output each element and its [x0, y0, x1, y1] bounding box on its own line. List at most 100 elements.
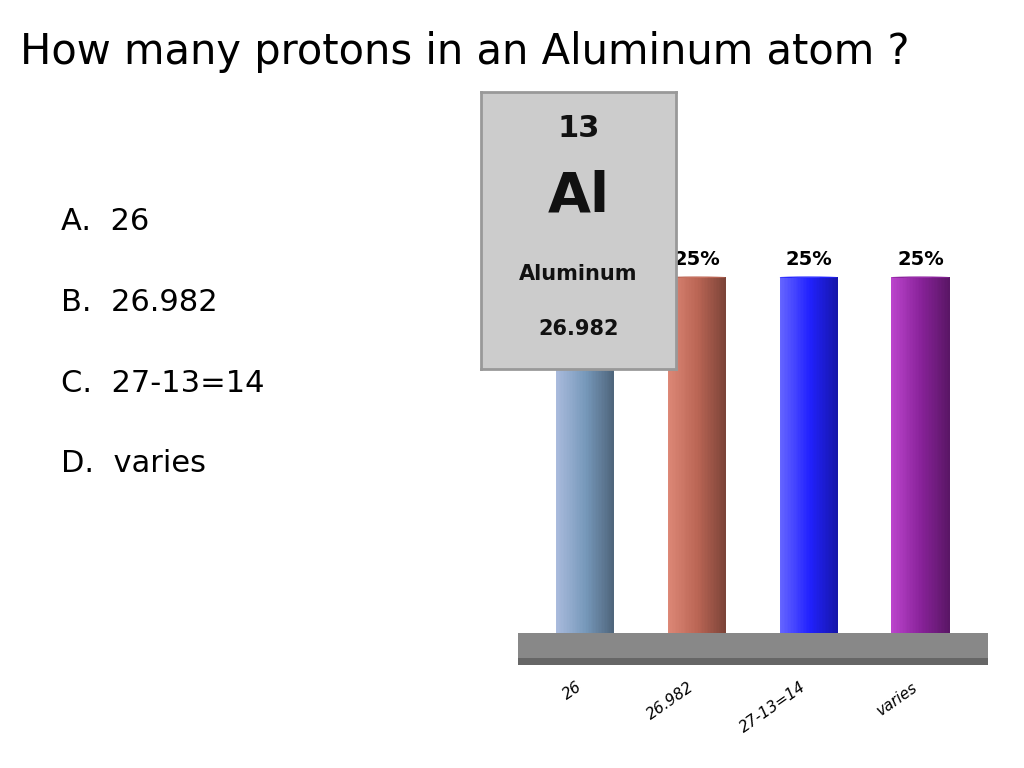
Bar — [682, 277, 684, 633]
Bar — [804, 277, 806, 633]
Bar — [684, 277, 685, 633]
Bar — [568, 277, 570, 633]
Bar — [571, 277, 573, 633]
Bar — [797, 277, 799, 633]
Bar — [556, 277, 557, 633]
Bar — [698, 277, 699, 633]
Bar — [792, 277, 793, 633]
Bar — [676, 277, 678, 633]
Bar — [914, 277, 916, 633]
Bar — [681, 277, 682, 633]
Bar — [893, 277, 895, 633]
Ellipse shape — [792, 277, 820, 278]
Bar — [612, 277, 614, 633]
Bar — [803, 277, 805, 633]
Bar — [903, 277, 904, 633]
Bar — [699, 277, 701, 633]
Bar — [814, 277, 816, 633]
Bar — [806, 277, 807, 633]
Bar — [599, 277, 601, 633]
Bar — [694, 277, 695, 633]
Bar — [691, 277, 692, 633]
Bar — [901, 277, 903, 633]
Bar — [591, 277, 592, 633]
Bar — [807, 277, 809, 633]
Bar — [941, 277, 942, 633]
Bar — [929, 277, 931, 633]
Bar — [695, 277, 696, 633]
Bar — [672, 277, 674, 633]
Bar — [826, 277, 827, 633]
Bar — [935, 277, 937, 633]
Bar — [604, 277, 605, 633]
Bar — [566, 277, 567, 633]
Bar — [558, 277, 560, 633]
Bar — [913, 277, 914, 633]
Bar — [781, 277, 782, 633]
Bar — [794, 277, 796, 633]
Bar — [810, 277, 812, 633]
Text: 25%: 25% — [561, 250, 608, 270]
Bar — [570, 277, 571, 633]
Bar — [689, 277, 691, 633]
Bar — [609, 277, 611, 633]
Bar — [578, 277, 580, 633]
Text: 26.982: 26.982 — [539, 319, 618, 339]
Bar — [688, 277, 689, 633]
Bar — [837, 277, 838, 633]
Bar — [932, 277, 934, 633]
Bar — [581, 277, 582, 633]
Bar — [802, 277, 803, 633]
Bar — [574, 277, 577, 633]
Bar — [517, 658, 988, 665]
Bar — [605, 277, 607, 633]
Bar — [582, 277, 584, 633]
Bar — [712, 277, 713, 633]
Bar — [586, 277, 588, 633]
Ellipse shape — [567, 277, 596, 278]
Bar — [671, 277, 672, 633]
Bar — [786, 277, 788, 633]
Bar — [788, 277, 790, 633]
Bar — [713, 277, 715, 633]
Text: Aluminum: Aluminum — [519, 263, 638, 283]
Bar — [824, 277, 826, 633]
Bar — [944, 277, 945, 633]
Bar — [602, 277, 604, 633]
Bar — [724, 277, 726, 633]
Text: 25%: 25% — [785, 250, 831, 270]
Bar — [785, 277, 786, 633]
Bar — [782, 277, 784, 633]
Ellipse shape — [668, 276, 726, 278]
Bar — [707, 277, 709, 633]
Bar — [722, 277, 723, 633]
Bar — [899, 277, 900, 633]
Text: How many protons in an Aluminum atom ?: How many protons in an Aluminum atom ? — [20, 31, 910, 73]
Bar — [685, 277, 687, 633]
Bar — [709, 277, 710, 633]
Bar — [608, 277, 609, 633]
Bar — [821, 277, 823, 633]
Bar — [790, 277, 792, 633]
Bar — [714, 277, 716, 633]
Bar — [779, 277, 781, 633]
Bar — [598, 277, 599, 633]
Bar — [696, 277, 698, 633]
Bar — [906, 277, 907, 633]
Text: Al: Al — [548, 170, 609, 223]
Bar — [928, 277, 930, 633]
Bar — [793, 277, 795, 633]
Bar — [563, 277, 564, 633]
Ellipse shape — [892, 276, 949, 278]
Bar — [594, 277, 595, 633]
Bar — [675, 277, 677, 633]
Bar — [592, 277, 594, 633]
Bar — [816, 277, 817, 633]
Bar — [669, 277, 671, 633]
Bar — [910, 277, 912, 633]
Bar — [817, 277, 819, 633]
Bar — [585, 277, 587, 633]
Bar — [809, 277, 810, 633]
Bar — [716, 277, 717, 633]
Bar — [686, 277, 688, 633]
